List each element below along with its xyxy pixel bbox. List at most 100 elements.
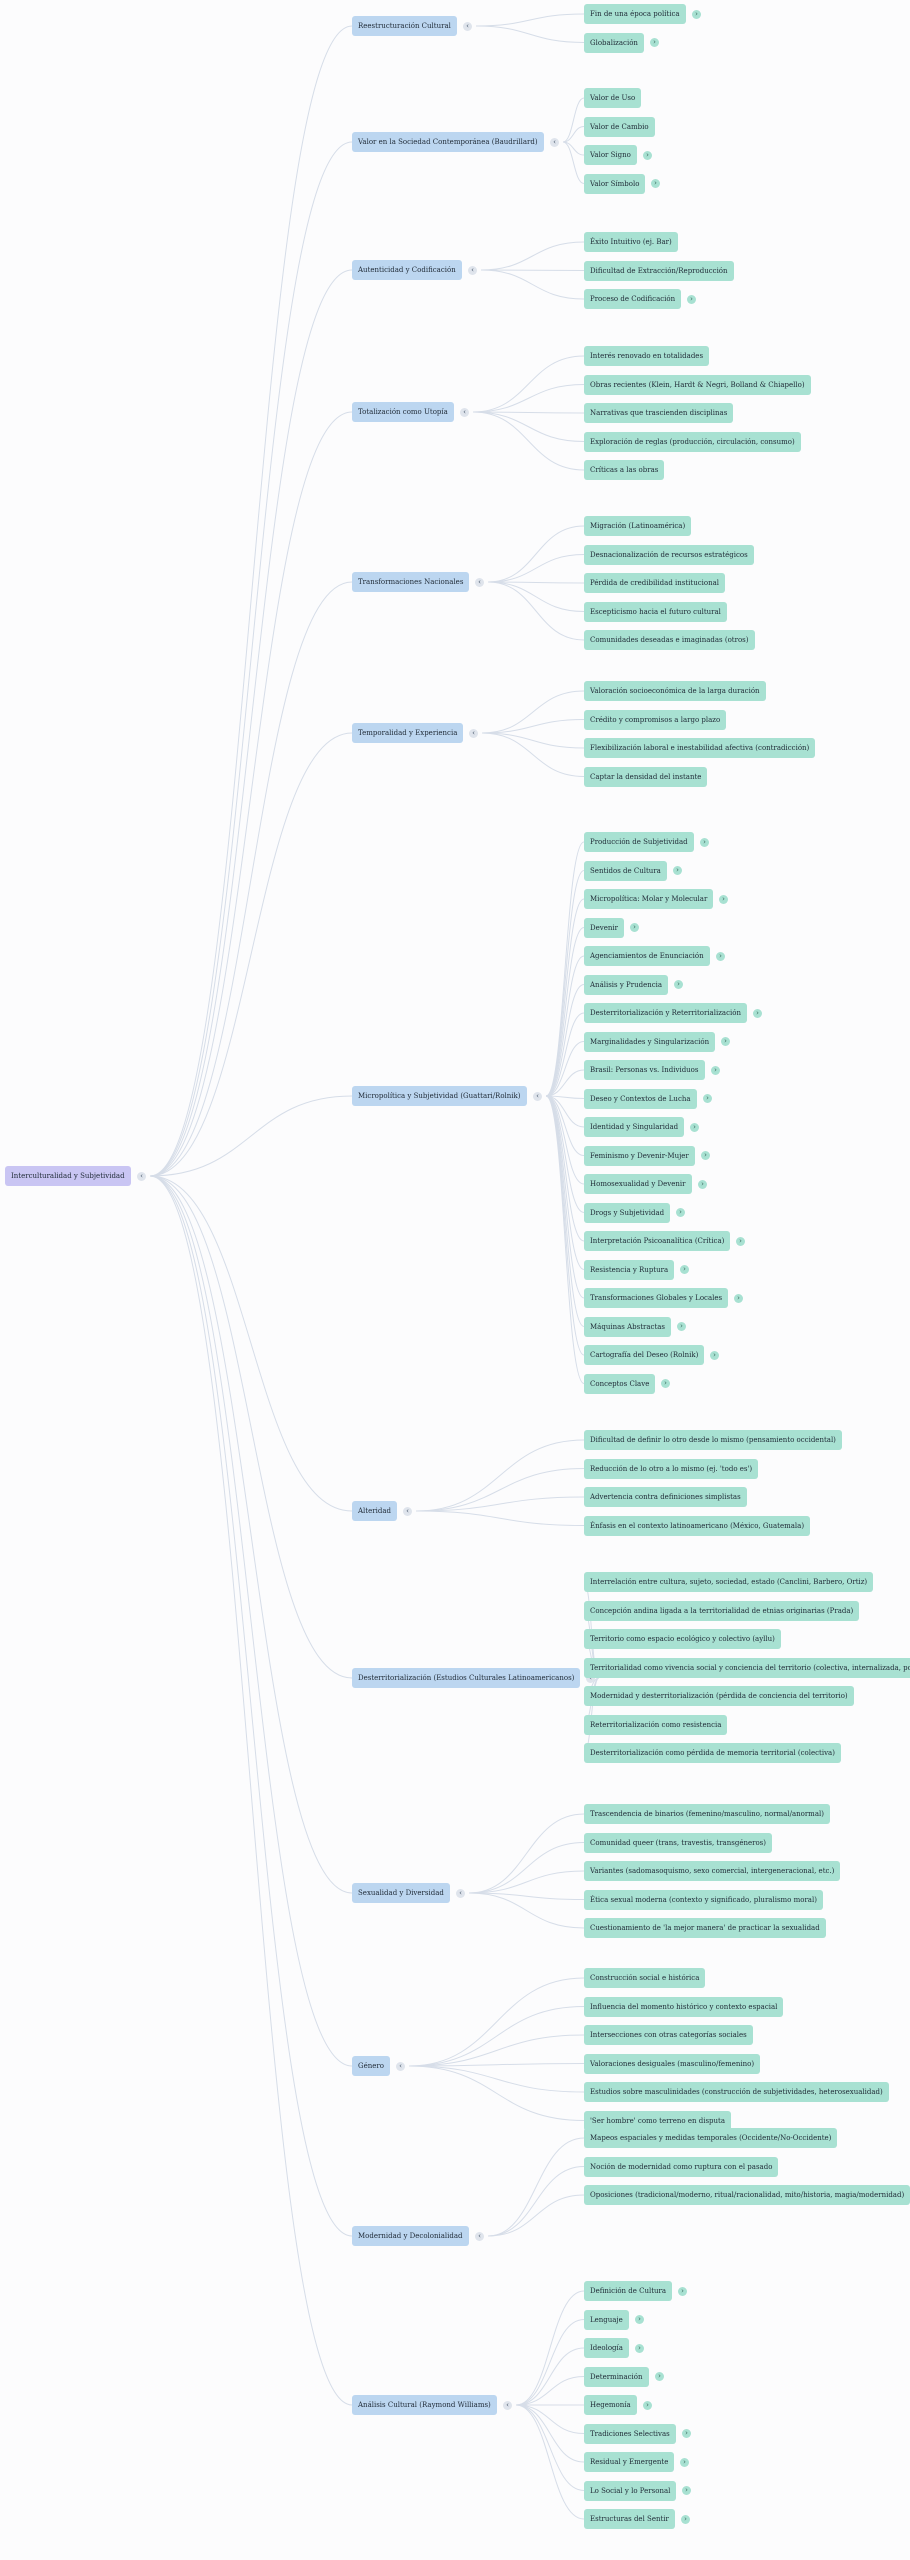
expand-icon[interactable]: ›	[635, 2343, 644, 2353]
leaf-node[interactable]: Territorialidad como vivencia social y c…	[584, 1657, 910, 1678]
category-node[interactable]: Análisis Cultural (Raymond Williams)	[352, 2395, 497, 2415]
leaf-node[interactable]: Marginalidades y Singularización	[584, 1031, 716, 1052]
leaf-node[interactable]: Desterritorialización y Reterritorializa…	[584, 1003, 747, 1023]
category-collapse-icon[interactable]: ‹	[460, 407, 469, 417]
leaf-node[interactable]: Conceptos Clave	[584, 1373, 656, 1394]
leaf-node[interactable]: Cuestionamiento de 'la mejor manera' de …	[584, 1918, 826, 1938]
leaf-node[interactable]: Ética sexual moderna (contexto y signifi…	[584, 1889, 823, 1910]
category-node[interactable]: Alteridad	[352, 1501, 397, 1521]
leaf-node[interactable]: Desnacionalización de recursos estratégi…	[584, 544, 754, 565]
expand-icon[interactable]: ›	[698, 1179, 707, 1189]
expand-icon[interactable]: ›	[674, 980, 683, 989]
category-collapse-icon[interactable]: ‹	[550, 137, 559, 147]
category-node[interactable]: Totalización como Utopía	[352, 402, 454, 422]
category-collapse-icon[interactable]: ‹	[456, 1888, 465, 1898]
expand-icon[interactable]: ›	[753, 1008, 762, 1018]
leaf-node[interactable]: Proceso de Codificación	[584, 289, 682, 309]
leaf-node[interactable]: Tradiciones Selectivas	[584, 2423, 676, 2444]
expand-icon[interactable]: ›	[736, 1236, 745, 1246]
leaf-node[interactable]: Interpretación Psicoanalítica (Crítica)	[584, 1231, 731, 1251]
expand-icon[interactable]: ›	[687, 294, 696, 304]
leaf-node[interactable]: Reterritorialización como resistencia	[584, 1714, 728, 1735]
expand-icon[interactable]: ›	[630, 923, 639, 932]
leaf-node[interactable]: Variantes (sadomasoquismo, sexo comercia…	[584, 1861, 841, 1881]
expand-icon[interactable]: ›	[678, 2286, 687, 2296]
expand-icon[interactable]: ›	[719, 894, 728, 904]
expand-icon[interactable]: ›	[690, 1122, 699, 1132]
category-collapse-icon[interactable]: ‹	[503, 2400, 512, 2410]
expand-icon[interactable]: ›	[703, 1094, 712, 1103]
leaf-node[interactable]: Valor de Uso	[584, 88, 642, 108]
category-collapse-icon[interactable]: ‹	[468, 265, 477, 275]
category-node[interactable]: Micropolítica y Subjetividad (Guattari/R…	[352, 1086, 527, 1106]
leaf-node[interactable]: Exploración de reglas (producción, circu…	[584, 431, 801, 452]
leaf-node[interactable]: Sentidos de Cultura	[584, 860, 667, 881]
leaf-node[interactable]: Concepción andina ligada a la territoria…	[584, 1600, 860, 1621]
expand-icon[interactable]: ›	[721, 1037, 730, 1046]
category-collapse-icon[interactable]: ‹	[463, 21, 472, 31]
leaf-node[interactable]: Lenguaje	[584, 2309, 629, 2330]
leaf-node[interactable]: Mapeos espaciales y medidas temporales (…	[584, 2128, 838, 2148]
category-node[interactable]: Reestructuración Cultural	[352, 16, 457, 36]
expand-icon[interactable]: ›	[680, 1265, 689, 1274]
leaf-node[interactable]: Identidad y Singularidad	[584, 1117, 685, 1137]
leaf-node[interactable]: Drogs y Subjetividad	[584, 1202, 671, 1223]
expand-icon[interactable]: ›	[650, 38, 659, 47]
leaf-node[interactable]: Interés renovado en totalidades	[584, 346, 710, 366]
leaf-node[interactable]: Desterritorialización como pérdida de me…	[584, 1743, 841, 1763]
category-node[interactable]: Autenticidad y Codificación	[352, 260, 462, 280]
category-collapse-icon[interactable]: ‹	[396, 2061, 405, 2071]
leaf-node[interactable]: Determinación	[584, 2366, 649, 2387]
leaf-node[interactable]: Oposiciones (tradicional/moderno, ritual…	[584, 2185, 910, 2205]
expand-icon[interactable]: ›	[655, 2372, 664, 2381]
leaf-node[interactable]: Éxito Intuitivo (ej. Bar)	[584, 232, 678, 252]
leaf-node[interactable]: Resistencia y Ruptura	[584, 1259, 675, 1280]
category-node[interactable]: Transformaciones Nacionales	[352, 572, 470, 592]
leaf-node[interactable]: Migración (Latinoamérica)	[584, 516, 692, 536]
leaf-node[interactable]: Narrativas que trascienden disciplinas	[584, 403, 734, 423]
leaf-node[interactable]: Intersecciones con otras categorías soci…	[584, 2025, 753, 2045]
leaf-node[interactable]: Trascendencia de binarios (femenino/masc…	[584, 1804, 830, 1824]
leaf-node[interactable]: Dificultad de Extracción/Reproducción	[584, 260, 734, 281]
leaf-node[interactable]: Transformaciones Globales y Locales	[584, 1288, 729, 1308]
leaf-node[interactable]: Valoración socioeconómica de la larga du…	[584, 681, 766, 701]
category-node[interactable]: Género	[352, 2056, 390, 2076]
leaf-node[interactable]: Valor Signo	[584, 145, 637, 165]
leaf-node[interactable]: Construcción social e histórica	[584, 1968, 706, 1988]
expand-icon[interactable]: ›	[677, 1322, 686, 1331]
expand-icon[interactable]: ›	[676, 1208, 685, 1217]
leaf-node[interactable]: Deseo y Contextos de Lucha	[584, 1088, 697, 1109]
expand-icon[interactable]: ›	[681, 2514, 690, 2524]
leaf-node[interactable]: Captar la densidad del instante	[584, 766, 708, 787]
leaf-node[interactable]: Crédito y compromisos a largo plazo	[584, 709, 727, 730]
expand-icon[interactable]: ›	[661, 1379, 670, 1388]
root-node[interactable]: Interculturalidad y Subjetividad	[5, 1166, 131, 1186]
expand-icon[interactable]: ›	[680, 2457, 689, 2467]
leaf-node[interactable]: Noción de modernidad como ruptura con el…	[584, 2156, 779, 2177]
leaf-node[interactable]: Lo Social y lo Personal	[584, 2480, 677, 2501]
leaf-node[interactable]: Escepticismo hacia el futuro cultural	[584, 601, 727, 622]
leaf-node[interactable]: Reducción de lo otro a lo mismo (ej. 'to…	[584, 1458, 759, 1479]
leaf-node[interactable]: Definición de Cultura	[584, 2281, 673, 2301]
category-node[interactable]: Modernidad y Decolonialidad	[352, 2226, 469, 2246]
leaf-node[interactable]: Valor Símbolo	[584, 173, 646, 194]
leaf-node[interactable]: Flexibilización laboral e inestabilidad …	[584, 738, 816, 758]
leaf-node[interactable]: Advertencia contra definiciones simplist…	[584, 1487, 747, 1507]
expand-icon[interactable]: ›	[700, 837, 709, 847]
leaf-node[interactable]: Hegemonía	[584, 2395, 637, 2415]
category-node[interactable]: Valor en la Sociedad Contemporánea (Baud…	[352, 132, 544, 152]
expand-icon[interactable]: ›	[682, 2486, 691, 2495]
expand-icon[interactable]: ›	[710, 1350, 719, 1360]
leaf-node[interactable]: Influencia del momento histórico y conte…	[584, 1996, 784, 2017]
category-collapse-icon[interactable]: ‹	[586, 1673, 595, 1683]
leaf-node[interactable]: 'Ser hombre' como terreno en disputa	[584, 2110, 732, 2131]
leaf-node[interactable]: Agenciamientos de Enunciación	[584, 946, 710, 966]
leaf-node[interactable]: Comunidad queer (trans, travestis, trans…	[584, 1832, 772, 1853]
leaf-node[interactable]: Ideología	[584, 2338, 629, 2358]
expand-icon[interactable]: ›	[701, 1151, 710, 1160]
leaf-node[interactable]: Análisis y Prudencia	[584, 974, 669, 995]
leaf-node[interactable]: Devenir	[584, 917, 624, 938]
leaf-node[interactable]: Territorio como espacio ecológico y cole…	[584, 1629, 781, 1649]
leaf-node[interactable]: Valoraciones desiguales (masculino/femen…	[584, 2053, 761, 2074]
leaf-node[interactable]: Brasil: Personas vs. Individuos	[584, 1060, 705, 1080]
